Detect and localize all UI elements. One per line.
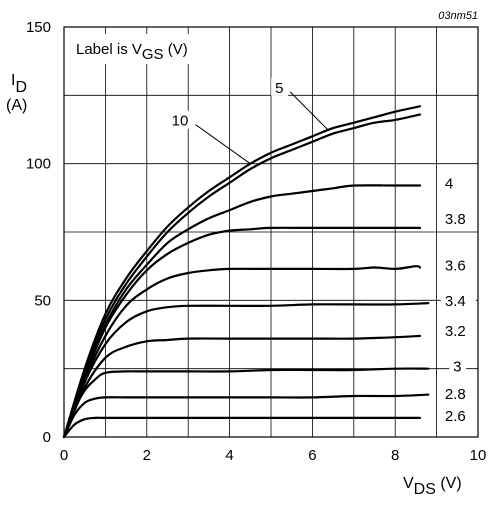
y-tick-label: 100 xyxy=(26,156,51,173)
x-axis-label-sub: DS xyxy=(414,481,436,498)
series-labels: 10 5 4 3.8 3.6 3.4 3.2 3 2.8 2.6 xyxy=(167,77,476,425)
series-label-background xyxy=(440,321,476,340)
y-tick-label: 50 xyxy=(34,292,51,309)
legend-note-sub: GS xyxy=(142,46,164,63)
x-tick-label: 10 xyxy=(470,447,487,464)
legend-note-prefix: Label is V xyxy=(76,41,142,58)
series-line-vgs-4 xyxy=(62,184,422,439)
label-leaders xyxy=(195,91,330,165)
series-line-vgs-3-8 xyxy=(62,226,422,439)
series-line-vgs-2-8 xyxy=(62,393,430,439)
plot-frame xyxy=(63,26,479,438)
legend-note: Label is VGS (V) xyxy=(76,41,188,63)
y-tick-label: 150 xyxy=(26,19,51,36)
x-tick-label: 0 xyxy=(60,447,68,464)
series-label-background xyxy=(440,291,476,310)
series-label-vgs-5: 5 xyxy=(275,80,283,97)
reference-code: 03nm51 xyxy=(438,10,478,22)
series-label-background xyxy=(440,405,476,424)
x-axis-label-unit: (V) xyxy=(436,475,462,492)
series-label-background xyxy=(440,209,476,228)
series-label-vgs-4: 4 xyxy=(445,176,453,193)
x-axis-label: VDS (V) xyxy=(403,475,462,498)
series-line-vgs-2-6 xyxy=(62,416,422,439)
series-label-vgs-2-8: 2.8 xyxy=(445,386,466,403)
label-leader-line xyxy=(195,124,251,165)
y-axis-label: ID xyxy=(11,72,27,96)
series-label-background xyxy=(440,255,476,274)
y-axis-unit: (A) xyxy=(6,97,27,114)
series-label-background xyxy=(449,356,467,375)
series-line-vgs-3-6 xyxy=(62,265,422,439)
series-label-background xyxy=(271,77,289,96)
x-tick-label: 8 xyxy=(391,447,399,464)
series-label-vgs-3: 3 xyxy=(453,359,461,376)
series-label-background xyxy=(440,173,458,192)
series-label-vgs-3-8: 3.8 xyxy=(445,211,466,228)
series-label-background xyxy=(167,110,194,129)
legend-note-background xyxy=(70,34,220,64)
y-axis-label-main: I xyxy=(11,72,15,89)
series-line-vgs-5 xyxy=(62,113,422,439)
series-label-background xyxy=(440,384,476,402)
curves xyxy=(62,105,430,439)
series-line-vgs-10 xyxy=(62,105,422,439)
x-tick-label: 4 xyxy=(225,447,233,464)
legend-note-suffix: (V) xyxy=(164,41,188,58)
series-label-vgs-10: 10 xyxy=(172,113,189,130)
label-leader-line xyxy=(289,91,330,132)
y-axis-label-sub: D xyxy=(15,79,27,96)
x-tick-label: 6 xyxy=(308,447,316,464)
grid xyxy=(64,27,478,437)
series-label-vgs-3-6: 3.6 xyxy=(445,258,466,275)
x-tick-label: 2 xyxy=(143,447,151,464)
y-tick-label: 0 xyxy=(43,429,51,446)
x-axis-label-main: V xyxy=(403,475,414,492)
series-label-vgs-3-4: 3.4 xyxy=(445,293,466,310)
series-label-vgs-2-6: 2.6 xyxy=(445,408,466,425)
series-line-vgs-3 xyxy=(62,367,430,439)
series-label-vgs-3-2: 3.2 xyxy=(445,323,466,340)
series-line-vgs-3-4 xyxy=(62,302,430,439)
series-line-vgs-3-2 xyxy=(62,334,422,439)
